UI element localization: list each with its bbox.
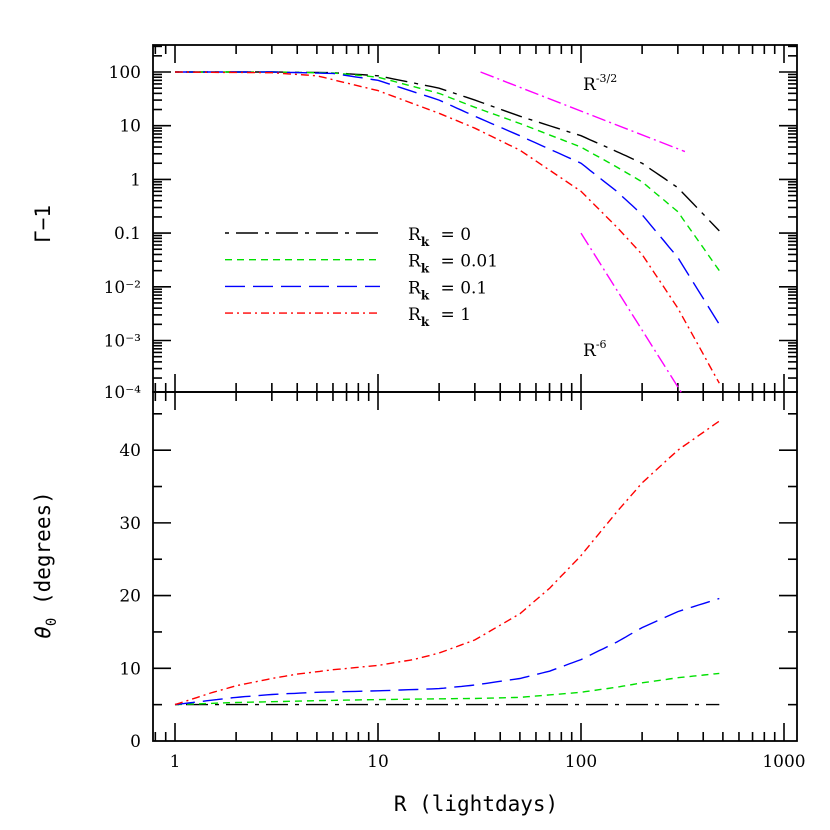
legend-label-2: Rk = 0.1 <box>408 278 487 302</box>
y-tick-label: 10⁻³ <box>104 332 141 352</box>
bottom-series-line-1 <box>174 672 720 706</box>
y-tick-label: 10 <box>119 117 141 137</box>
power-law-line-1 <box>580 232 684 395</box>
top-panel: 100 10 1 0.1 10⁻² 10⁻³ 10⁻⁴ <box>104 44 798 403</box>
top-series-line-2 <box>175 71 720 325</box>
y-tick-label: 10 <box>119 659 141 679</box>
y-tick-label: 0 <box>130 732 141 752</box>
x-tick-label: 10 <box>367 752 389 772</box>
legend-label-1: Rk = 0.01 <box>408 252 498 276</box>
bottom-y-axis-label: θ0 (degrees) <box>31 491 60 639</box>
x-tick-label: 100 <box>565 752 597 772</box>
annotations: R-3/2 R-6 <box>480 71 686 395</box>
top-series-line-0 <box>175 71 720 232</box>
bottom-series-line-3 <box>174 420 720 706</box>
y-tick-label: 10⁻⁴ <box>104 383 142 403</box>
x-tick-label: 1 <box>170 752 181 772</box>
bottom-frame <box>152 391 798 742</box>
legend-label-0: Rk = 0 <box>408 225 471 249</box>
legend-label-3: Rk = 1 <box>408 305 471 329</box>
power-law-label-1: R-6 <box>583 338 607 361</box>
y-tick-label: 0.1 <box>114 224 141 244</box>
top-y-axis-label: Γ−1 <box>31 205 55 243</box>
top-frame <box>152 44 798 393</box>
x-tick-label: 1000 <box>762 752 805 772</box>
x-axis-label: R (lightdays) <box>394 792 558 816</box>
power-law-line-0 <box>480 71 686 153</box>
bottom-panel: 1 10 100 1000 0 10 20 30 40 <box>119 391 806 772</box>
y-tick-label: 10⁻² <box>104 278 141 298</box>
power-law-label-0: R-3/2 <box>583 72 617 95</box>
y-tick-label: 20 <box>119 587 141 607</box>
bottom-series-line-2 <box>174 597 720 706</box>
y-tick-label: 100 <box>109 63 141 83</box>
y-tick-label: 40 <box>119 441 141 461</box>
y-tick-label: 30 <box>119 514 141 534</box>
y-tick-label: 1 <box>130 170 141 190</box>
